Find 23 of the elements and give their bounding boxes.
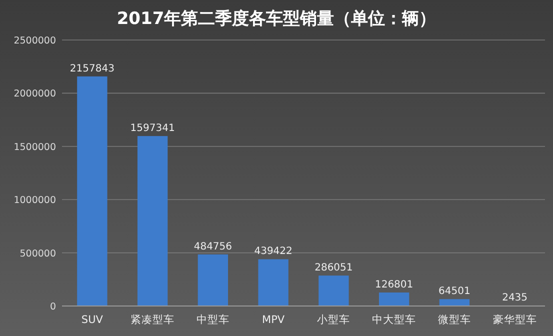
y-tick-label: 1000000 <box>14 195 56 206</box>
data-label: 286051 <box>314 262 353 274</box>
x-tick-label: 小型车 <box>317 313 350 326</box>
x-tick-label: SUV <box>81 314 104 326</box>
data-label: 2435 <box>502 292 528 304</box>
y-tick-label: 0 <box>50 302 56 312</box>
x-tick-label: MPV <box>262 314 286 326</box>
data-label: 2157843 <box>70 63 114 74</box>
data-label: 484756 <box>194 241 232 252</box>
y-tick-label: 2500000 <box>14 36 56 46</box>
x-tick-label: 中型车 <box>196 313 230 326</box>
x-tick-label: 微型车 <box>438 313 471 326</box>
chart-title: 2017年第二季度各车型销量（单位：辆） <box>116 9 436 29</box>
y-tick-label: 500000 <box>20 248 56 260</box>
data-label: 439422 <box>254 246 292 258</box>
data-label: 1597341 <box>130 123 175 134</box>
data-label: 64501 <box>438 286 470 298</box>
y-tick-label: 1500000 <box>14 142 56 153</box>
data-label: 126801 <box>374 280 414 291</box>
y-tick-label: 2000000 <box>14 88 56 100</box>
x-tick-label: 紧凑型车 <box>130 313 175 326</box>
x-tick-label: 中大型车 <box>372 313 416 326</box>
x-tick-label: 豪华型车 <box>492 313 537 326</box>
